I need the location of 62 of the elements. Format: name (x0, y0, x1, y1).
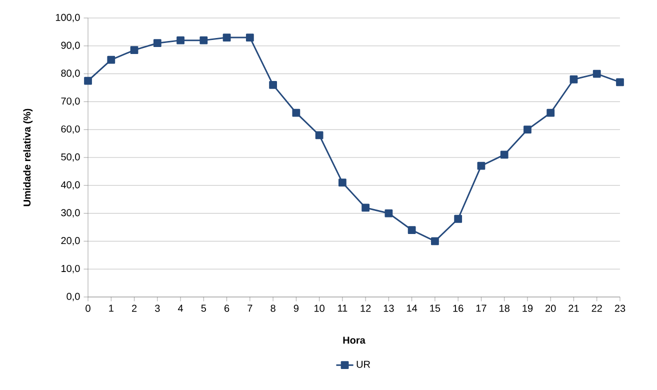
point (200, 36, 208, 44)
point (431, 237, 439, 246)
y-tick-label: 80,0 (61, 70, 80, 78)
x-axis-title: Hora (343, 336, 366, 344)
point (408, 226, 416, 234)
x-tick-label: 9 (294, 304, 298, 312)
y-axis-title: Umidade relativa (%) (23, 108, 33, 206)
x-tick-label: 8 (270, 304, 276, 312)
point (84, 76, 92, 85)
point (477, 162, 486, 170)
y-tick-label: 100,0 (56, 14, 80, 22)
point (592, 70, 601, 78)
point (107, 56, 116, 64)
point (384, 209, 393, 218)
x-tick-label: 16 (453, 304, 464, 312)
point (570, 75, 578, 84)
x-tick-label: 13 (384, 304, 394, 312)
x-tick-label: 1 (109, 304, 114, 312)
point (222, 34, 231, 42)
point (338, 178, 346, 187)
x-tick-label: 22 (592, 304, 602, 312)
y-tick-label: 40,0 (60, 181, 80, 190)
x-tick-label: 11 (338, 304, 348, 312)
y-tick-label: 0,0 (66, 292, 80, 302)
x-tick-label: 18 (500, 304, 510, 312)
x-tick-label: 2 (132, 304, 137, 312)
point (292, 108, 300, 117)
x-tick-label: 23 (614, 304, 626, 312)
x-tick-label: 12 (360, 304, 371, 312)
y-tick-label: 30,0 (61, 209, 80, 218)
x-tick-label: 5 (201, 304, 206, 312)
x-tick-label: 21 (568, 304, 579, 312)
x-tick-label: 7 (248, 304, 252, 312)
legend-label: UR (356, 360, 370, 368)
point (500, 150, 508, 159)
point (362, 204, 370, 212)
x-tick-label: 14 (407, 304, 418, 312)
x-tick-label: 0 (86, 304, 90, 312)
point (315, 131, 324, 140)
y-tick-label: 60,0 (61, 125, 80, 134)
point (524, 126, 532, 134)
x-tick-label: 20 (546, 304, 556, 312)
point (246, 34, 254, 42)
point (176, 36, 184, 44)
x-tick-label: 17 (476, 304, 486, 312)
point (616, 78, 624, 86)
y-tick-label: 70,0 (61, 98, 80, 106)
point (546, 108, 555, 117)
x-tick-label: 10 (314, 304, 324, 312)
y-tick-label: 90,0 (61, 42, 80, 50)
x-tick-label: 6 (224, 304, 230, 312)
point (269, 81, 277, 89)
x-tick-label: 15 (430, 304, 440, 312)
point (130, 46, 138, 54)
y-tick-label: 10,0 (62, 264, 80, 274)
point (454, 214, 462, 223)
x-tick-label: 4 (178, 304, 184, 312)
point (153, 39, 162, 48)
x-tick-label: 19 (522, 304, 533, 312)
y-tick-label: 20,0 (61, 237, 80, 246)
x-tick-label: 3 (154, 304, 160, 312)
y-tick-label: 50,0 (61, 153, 80, 162)
